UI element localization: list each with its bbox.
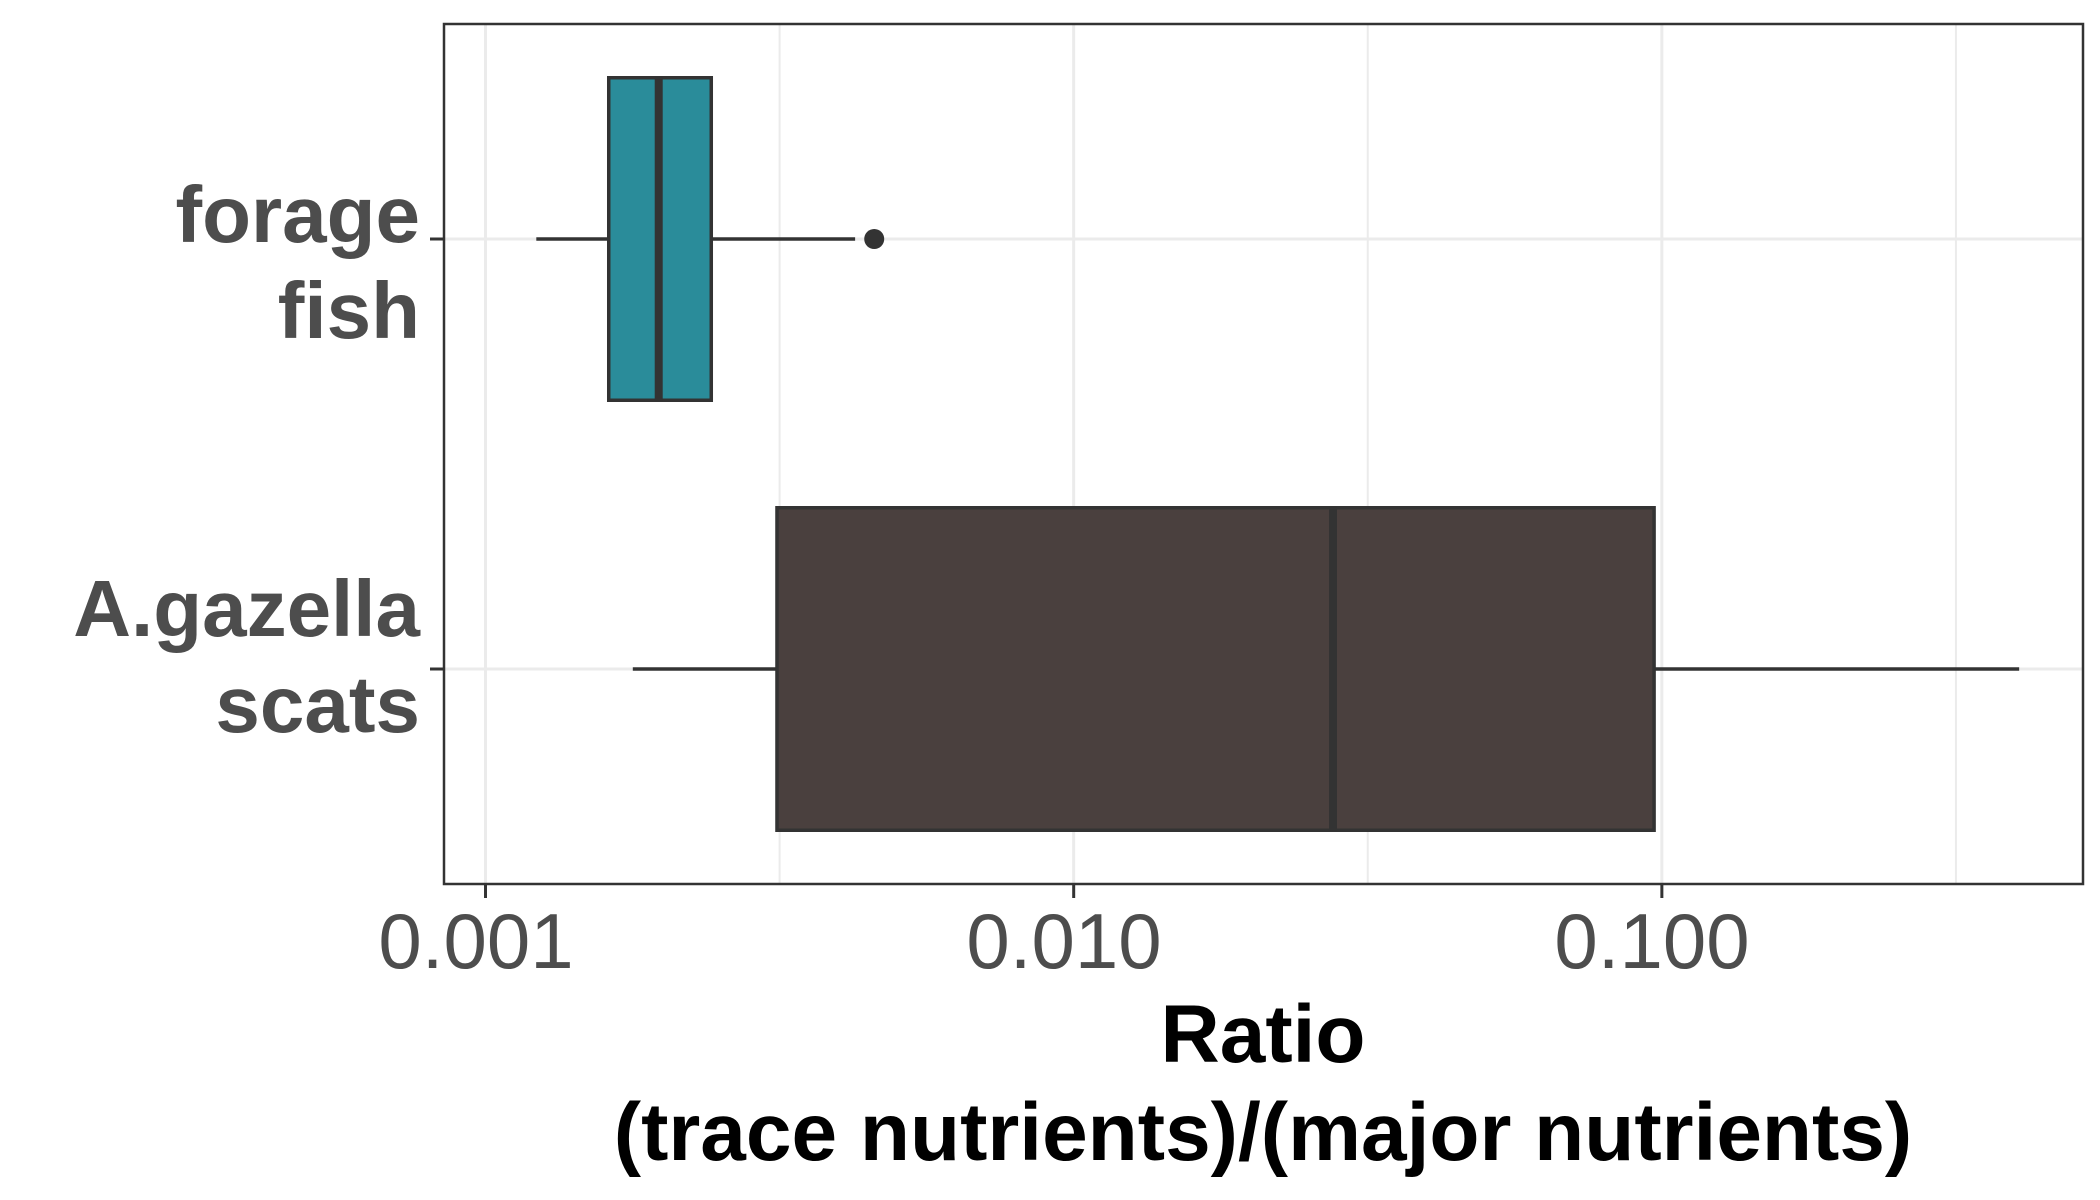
box-iqr — [775, 506, 1656, 832]
category-label-agazella-scats-line2: scats — [215, 660, 420, 749]
panel-border — [442, 22, 2085, 886]
x-tick-label-0100: 0.100 — [1554, 897, 1749, 985]
x-tick-label-0010: 0.010 — [966, 897, 1161, 985]
x-axis-title-line2: (trace nutrients)/(major nutrients) — [614, 1087, 1912, 1178]
x-axis-title-line1: Ratio — [1161, 989, 1366, 1080]
category-label-forage-fish-line2: fish — [278, 266, 420, 355]
outlier-point — [864, 229, 885, 249]
box-series — [536, 76, 2020, 832]
category-label-agazella-scats-line1: A.gazella — [73, 564, 420, 653]
box-0 — [536, 76, 885, 402]
axis-ticks — [430, 237, 1664, 898]
x-tick-label-0001: 0.001 — [378, 897, 573, 985]
category-label-forage-fish-line1: forage — [176, 170, 421, 259]
box-1 — [632, 506, 2020, 832]
